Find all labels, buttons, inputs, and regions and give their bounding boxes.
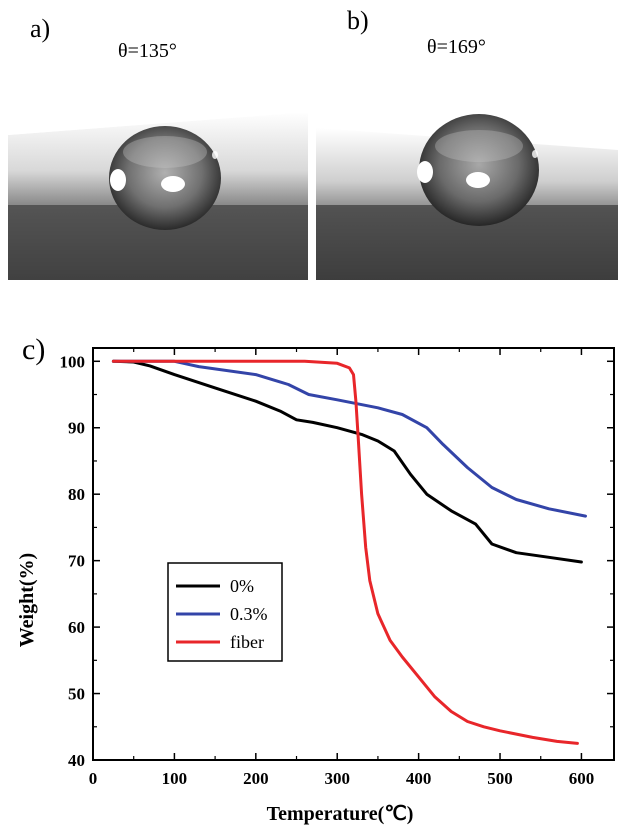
y-tick-label: 80 — [68, 485, 85, 504]
series-line-0 — [111, 359, 583, 564]
legend-label: fiber — [230, 632, 264, 652]
legend-label: 0.3% — [230, 604, 268, 624]
series-line-03 — [111, 359, 587, 518]
panel-a-label: a) — [30, 14, 51, 43]
x-axis-title: Temperature(℃) — [267, 803, 414, 825]
x-tick-label: 400 — [406, 769, 432, 788]
x-tick-label: 100 — [162, 769, 188, 788]
droplet-photo-b — [316, 110, 618, 280]
y-tick-label: 40 — [68, 751, 85, 770]
plot-area — [92, 347, 615, 761]
x-tick-label: 0 — [89, 769, 98, 788]
panel-a-contact-angle: θ=135° — [118, 40, 177, 62]
panel-b-label: b) — [347, 6, 369, 35]
plot-frame — [92, 347, 615, 761]
tga-chart: 0 100 200 300 400 500 600 40 50 60 70 80 90 100 Tempe… — [16, 347, 615, 825]
x-tick-label: 500 — [487, 769, 513, 788]
y-tick-label: 70 — [68, 552, 85, 571]
y-axis-title: Weight(%) — [16, 553, 38, 647]
y-tick-label: 100 — [60, 352, 86, 371]
legend-label: 0% — [230, 576, 254, 596]
y-tick-label: 90 — [68, 419, 85, 438]
ticks-layer: 0 100 200 300 400 500 600 40 50 60 70 80 90 100 — [60, 348, 614, 788]
y-tick-label: 60 — [68, 618, 85, 637]
x-tick-label: 600 — [569, 769, 595, 788]
series-layer — [111, 359, 587, 745]
droplet-photo-a — [8, 110, 308, 280]
series-line-fiber — [111, 359, 579, 745]
x-tick-label: 200 — [243, 769, 269, 788]
panel-b-contact-angle: θ=169° — [427, 36, 486, 58]
legend-box — [167, 562, 283, 662]
panel-c-label: c) — [22, 333, 46, 366]
y-tick-label: 50 — [68, 685, 85, 704]
x-tick-label: 300 — [324, 769, 350, 788]
legend: 0% 0.3% fiber — [167, 562, 283, 662]
